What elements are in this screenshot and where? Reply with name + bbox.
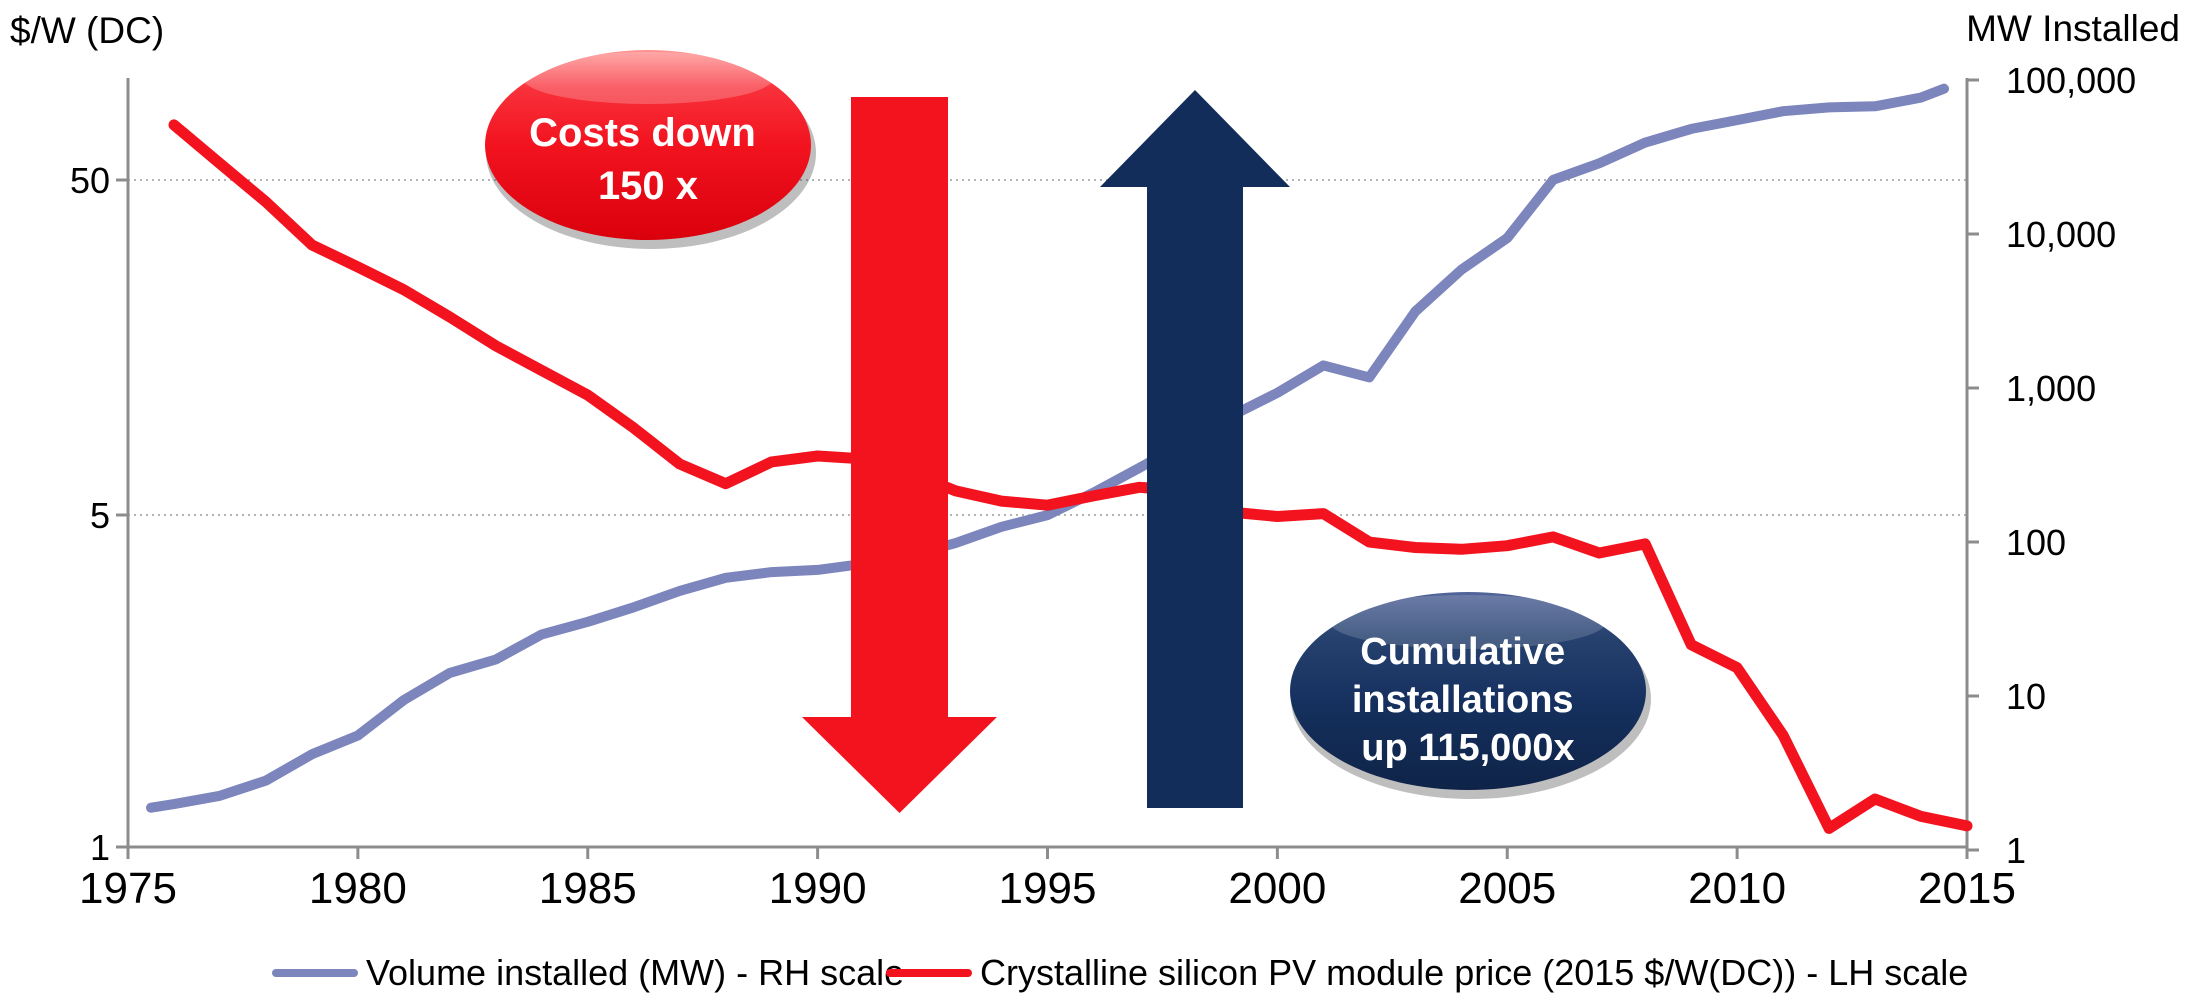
legend: Volume installed (MW) - RH scale Crystal… (0, 948, 2190, 998)
left-tick-label: 5 (90, 495, 110, 536)
costs-down-gloss-highlight (523, 52, 773, 104)
cumulative-installations-text: Cumulative installations up 115,000x (1352, 631, 1584, 769)
right-axis-title: MW Installed (1966, 8, 2180, 49)
costs-down-arrow (802, 97, 997, 813)
cumulative-gloss-highlight (1330, 595, 1606, 649)
left-axis-ticks: 50 5 1 (70, 160, 128, 868)
module-price-line (168, 119, 1973, 834)
legend-item-price: Crystalline silicon PV module price (201… (886, 948, 1968, 998)
left-tick-label: 1 (90, 827, 110, 868)
x-tick-label: 2005 (1458, 864, 1556, 913)
left-tick-label: 50 (70, 160, 110, 201)
volume-line-swatch (272, 969, 358, 977)
right-axis-ticks: 100,000 10,000 1,000 100 10 1 (1967, 60, 2136, 871)
cumulative-installations-callout: Cumulative installations up 115,000x (1290, 592, 1651, 799)
x-tick-label: 1980 (309, 864, 407, 913)
cumulative-line-2: installations (1352, 679, 1574, 721)
right-tick-label: 10 (2006, 676, 2046, 717)
right-tick-label: 100 (2006, 522, 2066, 563)
x-tick-label: 2010 (1688, 864, 1786, 913)
right-tick-label: 1 (2006, 830, 2026, 871)
costs-down-line-1: Costs down (529, 111, 756, 155)
costs-down-ellipse (485, 50, 811, 240)
cumulative-ellipse (1290, 592, 1646, 790)
x-tick-label: 1985 (539, 864, 637, 913)
cumulative-line-3: up 115,000x (1361, 727, 1574, 769)
gridlines (128, 179, 1967, 516)
legend-label-volume: Volume installed (MW) - RH scale (366, 952, 905, 993)
right-tick-label: 1,000 (2006, 368, 2096, 409)
price-line-swatch (886, 969, 972, 977)
left-axis-title: $/W (DC) (10, 10, 165, 51)
costs-down-text: Costs down 150 x (529, 111, 767, 208)
x-tick-label: 1990 (769, 864, 867, 913)
right-tick-label: 10,000 (2006, 214, 2116, 255)
x-tick-label: 2015 (1918, 864, 2016, 913)
right-tick-label: 100,000 (2006, 60, 2136, 101)
volume-installed-line (146, 83, 1949, 813)
axes (126, 78, 1969, 849)
costs-down-callout: Costs down 150 x (485, 50, 816, 249)
costs-down-line-2: 150 x (598, 164, 698, 208)
legend-item-volume: Volume installed (MW) - RH scale (272, 948, 904, 998)
x-tick-label: 1975 (79, 864, 177, 913)
legend-label-price: Crystalline silicon PV module price (201… (980, 952, 1969, 993)
installations-up-arrow (1100, 90, 1290, 808)
cumulative-line-1: Cumulative (1360, 631, 1565, 673)
x-tick-label: 1995 (999, 864, 1097, 913)
x-axis-ticks: 1975 1980 1985 1990 1995 2000 2005 2010 2015 (79, 847, 2016, 913)
x-tick-label: 2000 (1228, 864, 1326, 913)
